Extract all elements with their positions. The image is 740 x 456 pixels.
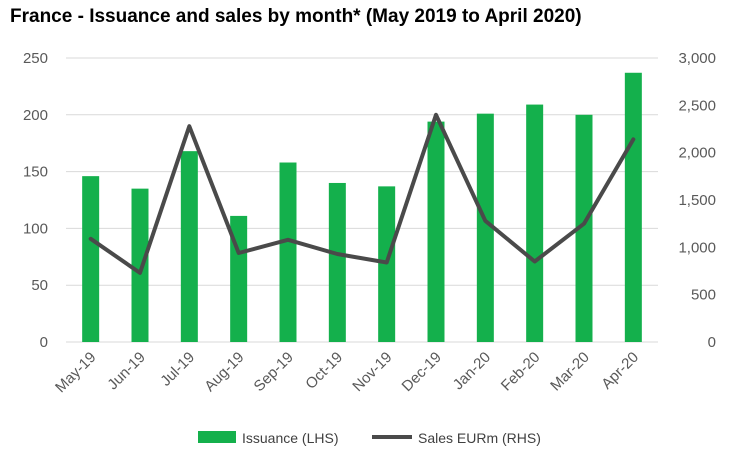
legend-label-issuance: Issuance (LHS) [242,430,338,446]
x-axis-tick-label: Aug-19 [201,349,247,395]
left-axis-tick-label: 100 [23,220,48,237]
issuance-bar [180,151,198,342]
x-axis-tick-label: Oct-19 [302,349,346,393]
issuance-bar [82,176,100,342]
right-axis-tick-label: 2,000 [678,145,716,162]
issuance-bar [131,188,149,342]
x-axis-tick-label: Apr-20 [598,349,642,393]
left-axis-tick-label: 0 [40,334,48,351]
issuance-bar [427,121,445,342]
left-axis-tick-label: 200 [23,107,48,124]
right-axis-ticks: 0 500 1,000 1,500 2,000 2,500 3,000 [678,50,716,351]
x-axis-tick-label: Jul-19 [157,349,198,390]
left-axis-tick-label: 50 [31,277,48,294]
issuance-bar [328,182,346,342]
left-axis-ticks: 0 50 100 150 200 250 [23,50,48,351]
right-axis-tick-label: 3,000 [678,50,716,67]
issuance-bar [624,72,642,342]
left-axis-tick-label: 150 [23,164,48,181]
sales-line-path [88,112,636,275]
x-axis-tick-label: Dec-19 [399,349,445,395]
right-axis-tick-label: 2,500 [678,97,716,114]
legend-swatch-issuance [198,431,236,443]
right-axis-tick-label: 1,500 [678,192,716,209]
right-axis-tick-label: 500 [691,287,716,304]
left-axis-tick-label: 250 [23,50,48,67]
gridlines [66,57,658,343]
right-axis-tick-label: 1,000 [678,239,716,256]
issuance-bar [526,104,544,343]
x-axis-tick-label: Jan-20 [450,349,494,393]
x-axis-ticks: May-19 Jun-19 Jul-19 Aug-19 Sep-19 Oct-19 Nov-… [52,349,642,396]
issuance-bars [82,72,642,343]
x-axis-tick-label: Nov-19 [349,349,395,395]
x-axis-tick-label: Feb-20 [498,349,544,395]
x-axis-tick-label: Sep-19 [251,349,297,395]
chart-title: France - Issuance and sales by month* (M… [10,6,582,27]
x-axis-tick-label: May-19 [52,349,99,396]
x-axis-tick-label: Jun-19 [104,349,148,393]
legend-label-sales: Sales EURm (RHS) [418,430,541,446]
issuance-bar [279,162,297,342]
sales-line [88,112,636,275]
right-axis-tick-label: 0 [708,334,716,351]
issuance-bar [575,114,593,342]
issuance-bar [476,113,494,342]
legend: Issuance (LHS) Sales EURm (RHS) [198,430,541,446]
x-axis-tick-label: Mar-20 [547,349,593,395]
